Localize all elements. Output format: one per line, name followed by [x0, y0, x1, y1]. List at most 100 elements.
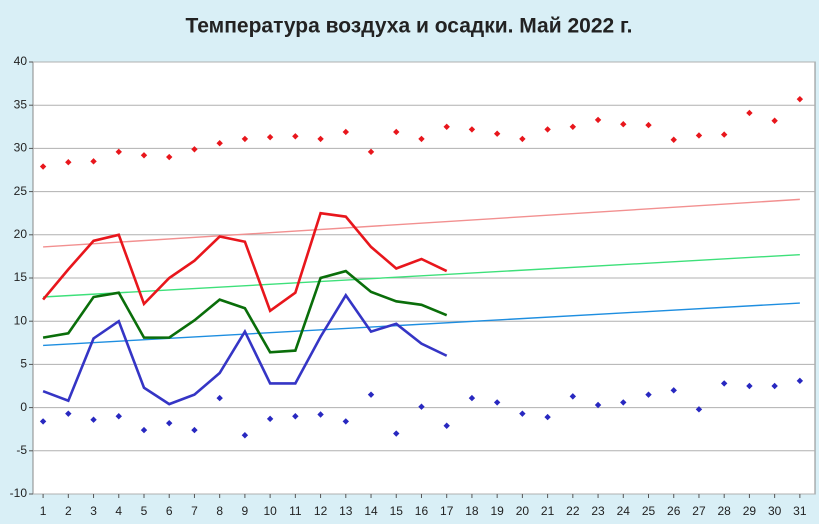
x-tick-label: 4 [115, 504, 122, 518]
x-tick-label: 30 [768, 504, 782, 518]
x-tick-label: 19 [490, 504, 504, 518]
marker [393, 430, 400, 437]
marker [342, 128, 349, 136]
marker [544, 413, 551, 421]
marker [39, 418, 47, 425]
data-line [42, 292, 448, 406]
marker [443, 123, 450, 130]
x-tick-label: 12 [314, 504, 328, 518]
marker [519, 410, 526, 417]
marker [468, 126, 476, 133]
marker [418, 403, 425, 410]
marker [569, 393, 577, 400]
x-tick-label: 21 [541, 504, 555, 518]
marker [241, 432, 249, 439]
marker [443, 422, 450, 429]
x-tick-label: 26 [667, 504, 681, 518]
marker [342, 418, 349, 425]
marker [771, 382, 778, 390]
marker [544, 126, 551, 133]
marker [216, 394, 223, 402]
y-tick-label: 10 [14, 313, 28, 327]
x-tick-label: 27 [692, 504, 706, 518]
marker [65, 410, 72, 417]
marker [292, 133, 299, 140]
marker [720, 131, 728, 138]
x-tick-label: 17 [440, 504, 454, 518]
x-tick-label: 23 [591, 504, 605, 518]
marker [594, 401, 602, 409]
marker [670, 387, 677, 394]
x-tick-label: 8 [216, 504, 223, 518]
trend-line [43, 253, 800, 298]
x-tick-label: 29 [743, 504, 757, 518]
y-tick-label: 30 [14, 141, 28, 155]
x-tick-label: 22 [566, 504, 580, 518]
marker [620, 399, 627, 406]
marker [670, 136, 677, 143]
x-tick-label: 28 [718, 504, 732, 518]
x-tick-label: 25 [642, 504, 656, 518]
x-tick-label: 11 [289, 504, 302, 518]
marker [266, 133, 274, 141]
marker [493, 399, 501, 406]
marker [317, 135, 324, 143]
marker [191, 146, 198, 153]
marker [216, 140, 223, 147]
x-tick-label: 3 [90, 504, 97, 518]
x-tick-label: 16 [415, 504, 429, 518]
marker [418, 135, 425, 143]
chart-title: Температура воздуха и осадки. Май 2022 г… [185, 15, 632, 38]
y-tick-label: 5 [20, 357, 27, 371]
y-tick-label: 25 [14, 184, 28, 198]
x-tick-label: 14 [364, 504, 378, 518]
marker [39, 163, 47, 170]
marker [166, 153, 173, 161]
marker [594, 116, 602, 124]
trend-line [43, 198, 800, 248]
marker [292, 413, 299, 420]
marker [317, 411, 324, 418]
x-tick-label: 13 [339, 504, 353, 518]
x-tick-label: 18 [465, 504, 479, 518]
y-tick-label: 35 [14, 97, 28, 111]
marker [695, 132, 703, 139]
marker [645, 121, 652, 129]
marker [140, 426, 148, 434]
marker [367, 391, 375, 398]
y-tick-label: 20 [14, 227, 28, 241]
x-tick-label: 31 [793, 504, 807, 518]
y-tick-label: 15 [14, 270, 28, 284]
marker [695, 406, 703, 413]
y-tick-label: -5 [16, 443, 27, 457]
marker [140, 152, 148, 159]
data-line [42, 269, 448, 354]
marker [90, 416, 97, 423]
marker [90, 158, 97, 165]
marker [519, 135, 526, 143]
marker [393, 128, 400, 136]
x-tick-label: 9 [242, 504, 249, 518]
marker [241, 135, 249, 143]
marker [569, 123, 577, 130]
y-tick-label: 0 [20, 400, 27, 414]
y-tick-label: 40 [14, 54, 28, 68]
marker [65, 159, 72, 166]
marker [746, 109, 753, 117]
data-line [42, 211, 448, 313]
y-tick-label: -10 [10, 486, 28, 500]
x-tick-label: 7 [191, 504, 198, 518]
marker [771, 117, 778, 124]
x-tick-label: 1 [40, 504, 47, 518]
marker [796, 95, 804, 103]
marker [620, 121, 627, 128]
x-tick-label: 20 [516, 504, 530, 518]
marker [266, 415, 274, 423]
x-tick-label: 2 [65, 504, 72, 518]
x-tick-label: 5 [141, 504, 148, 518]
x-tick-label: 15 [390, 504, 404, 518]
marker [468, 394, 476, 402]
marker [796, 377, 804, 385]
